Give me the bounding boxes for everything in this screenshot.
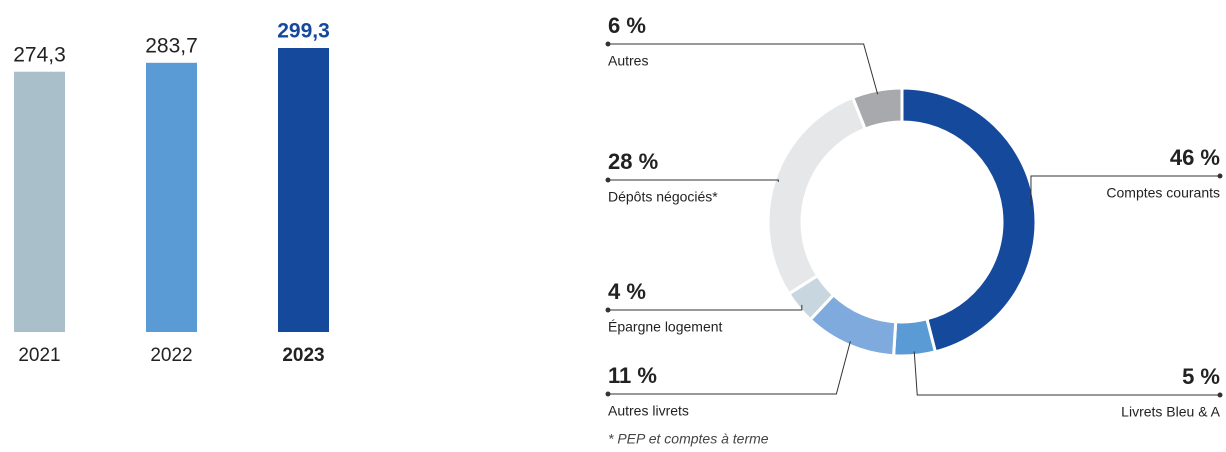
percent-label: 46 % — [1170, 145, 1220, 170]
value-label: 274,3 — [13, 43, 66, 66]
bar — [278, 48, 329, 332]
footnote: * PEP et comptes à terme — [608, 431, 769, 447]
leader-dot — [605, 307, 611, 313]
leader-line — [608, 43, 879, 95]
leader-dot — [1217, 392, 1223, 398]
category-label: 2022 — [150, 345, 192, 366]
donut-slice — [850, 86, 904, 131]
donut-slice — [891, 317, 938, 358]
value-label: 299,3 — [277, 20, 330, 43]
leader-line — [913, 351, 1220, 396]
slice-label: Comptes courants — [1106, 185, 1220, 201]
slice-label: Autres livrets — [608, 403, 689, 419]
leader-line — [608, 179, 779, 182]
bar — [146, 62, 197, 332]
leader-line — [608, 341, 851, 395]
leader-dot — [605, 177, 611, 183]
percent-label: 4 % — [608, 279, 646, 304]
slice-label: Dépôts négociés* — [608, 189, 718, 205]
leader-line — [608, 304, 803, 311]
leader-dot — [1217, 173, 1223, 179]
percent-label: 6 % — [608, 13, 646, 38]
percent-label: 11 % — [608, 363, 657, 388]
donut-slice — [900, 86, 1038, 354]
slice-label: Autres — [608, 53, 648, 69]
slice-label: Livrets Bleu & A — [1121, 404, 1220, 420]
slice-label: Épargne logement — [608, 319, 723, 335]
leader-dot — [605, 391, 611, 397]
percent-label: 5 % — [1182, 364, 1220, 389]
percent-label: 28 % — [608, 149, 658, 174]
value-label: 283,7 — [145, 34, 198, 57]
leader-line — [1030, 175, 1220, 206]
donut-slice — [766, 95, 868, 296]
category-label: 2023 — [282, 345, 324, 366]
bar — [14, 71, 65, 332]
category-label: 2021 — [18, 345, 60, 366]
leader-dot — [605, 41, 611, 47]
